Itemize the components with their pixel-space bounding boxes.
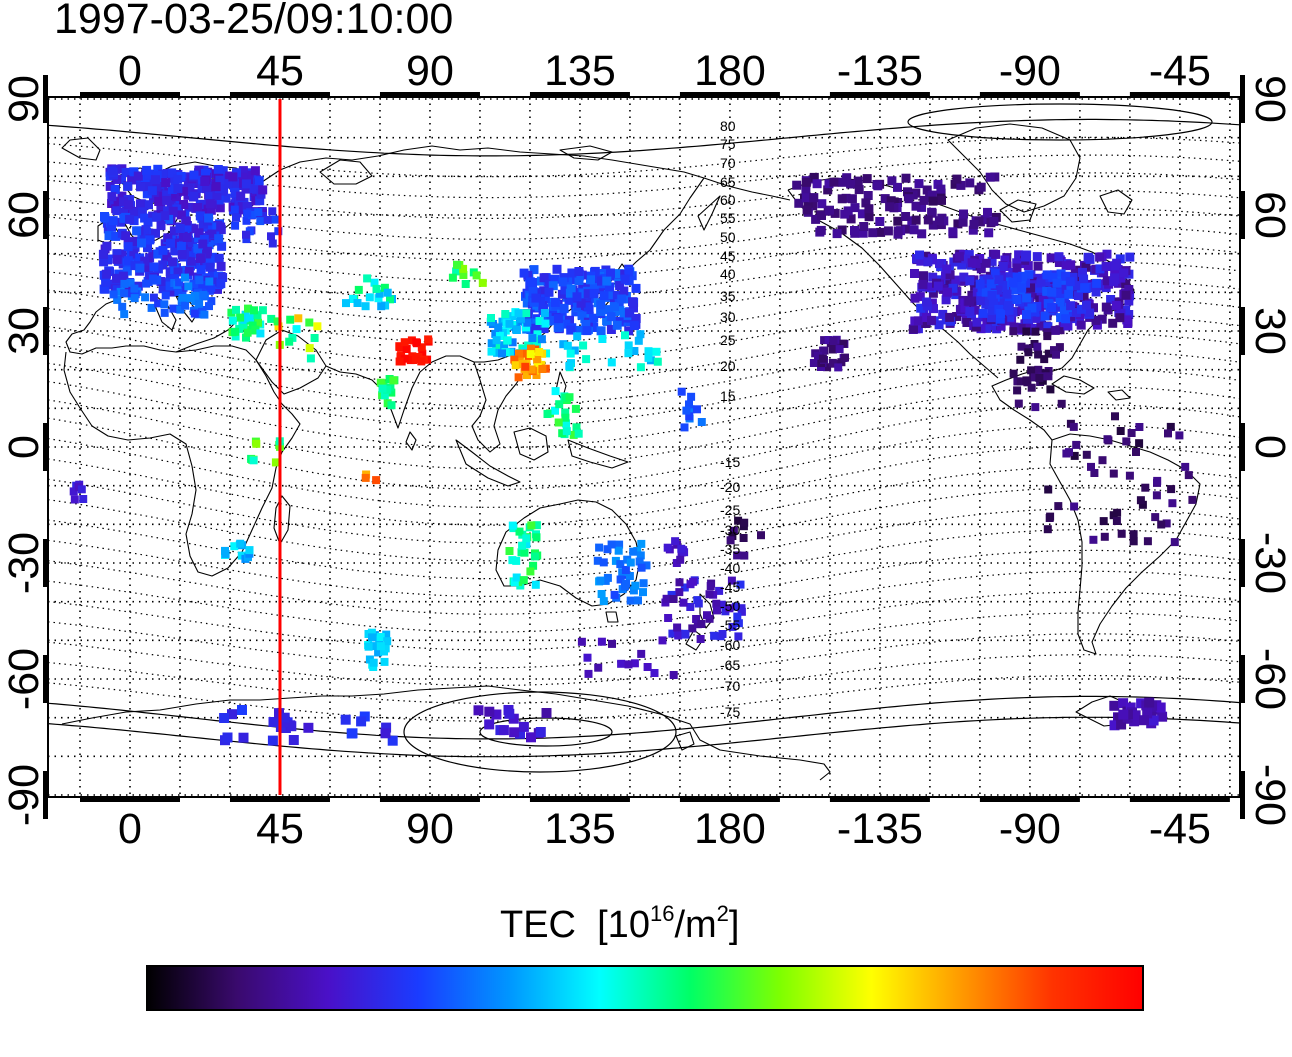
lon-tick-top: -90 bbox=[999, 47, 1061, 95]
maglat-label: 20 bbox=[720, 358, 736, 374]
maglat-label: -45 bbox=[720, 579, 740, 595]
maglat-label: 55 bbox=[720, 210, 736, 226]
maglat-label: -15 bbox=[720, 454, 740, 470]
lon-tick-top: 180 bbox=[694, 47, 766, 95]
maglat-label: 80 bbox=[720, 118, 736, 134]
lon-tick-top: 135 bbox=[544, 47, 616, 95]
axis-labels: 0 45 90 135 180 -135 -90 -450 45 90 135 180 -135 -90-… bbox=[0, 47, 1292, 853]
maglat-label: 40 bbox=[720, 266, 736, 282]
lon-tick-top: 0 bbox=[118, 47, 142, 95]
map-timestamp: 1997-03-25/09:10:00 bbox=[54, 0, 454, 43]
maglat-label: 30 bbox=[720, 309, 736, 325]
lat-tick-left: 60 bbox=[0, 191, 48, 239]
lat-tick-left: 0 bbox=[0, 435, 48, 459]
maglat-label: 75 bbox=[720, 136, 736, 152]
lat-tick-right: 90 bbox=[1246, 75, 1292, 123]
maglat-label: -30 bbox=[720, 522, 740, 538]
magnetic-latitude-labels: 80 75 70 65 60 55 50 45 40 35 30 25 20 15 -15 -20 -25 -30… bbox=[720, 118, 740, 720]
maglat-label: 45 bbox=[720, 248, 736, 264]
colorbar-title: TEC [1016/m2] bbox=[500, 903, 740, 946]
maglat-label: -20 bbox=[720, 479, 740, 495]
maglat-label: 60 bbox=[720, 192, 736, 208]
maglat-label: -35 bbox=[720, 541, 740, 557]
maglat-label: 65 bbox=[720, 174, 736, 190]
colorbar-unit-mid: /m bbox=[674, 904, 717, 946]
lon-tick-bottom: 45 bbox=[256, 805, 304, 853]
lat-tick-left: 90 bbox=[0, 75, 48, 123]
colorbar-label: TEC bbox=[500, 904, 576, 946]
colorbar-unit-close: ] bbox=[728, 904, 740, 946]
maglat-label: -25 bbox=[720, 502, 740, 518]
lat-tick-left: -90 bbox=[0, 764, 48, 826]
lat-tick-right: -30 bbox=[1246, 532, 1292, 594]
tec-observations bbox=[69, 164, 1197, 746]
maglat-label: 35 bbox=[720, 288, 736, 304]
maglat-label: 50 bbox=[720, 229, 736, 245]
lon-tick-bottom: 0 bbox=[118, 805, 142, 853]
maglat-label: -50 bbox=[720, 598, 740, 614]
lon-tick-top: 90 bbox=[406, 47, 454, 95]
lat-tick-right: -90 bbox=[1246, 764, 1292, 826]
maglat-label: -55 bbox=[720, 617, 740, 633]
maglat-label: -65 bbox=[720, 657, 740, 673]
maglat-label: -40 bbox=[720, 560, 740, 576]
lat-tick-left: 30 bbox=[0, 307, 48, 355]
lon-tick-bottom: 135 bbox=[544, 805, 616, 853]
colorbar-unit-open: [10 bbox=[597, 904, 650, 946]
lat-tick-right: 60 bbox=[1246, 191, 1292, 239]
maglat-label: -70 bbox=[720, 678, 740, 694]
lat-tick-right: 0 bbox=[1246, 435, 1292, 459]
colorbar-unit-exponent-2: 2 bbox=[716, 901, 729, 926]
lat-tick-left: -30 bbox=[0, 532, 48, 594]
lon-tick-bottom: -135 bbox=[837, 805, 923, 853]
lon-tick-top: -135 bbox=[837, 47, 923, 95]
colorbar-unit-exponent: 16 bbox=[649, 901, 675, 926]
lon-tick-bottom: -90 bbox=[999, 805, 1061, 853]
maglat-label: -60 bbox=[720, 637, 740, 653]
lat-tick-right: 30 bbox=[1246, 307, 1292, 355]
lon-tick-bottom: 180 bbox=[694, 805, 766, 853]
lat-tick-left: -60 bbox=[0, 648, 48, 710]
lon-tick-top: 45 bbox=[256, 47, 304, 95]
lat-tick-right: -60 bbox=[1246, 648, 1292, 710]
lon-tick-top: -45 bbox=[1149, 47, 1211, 95]
maglat-label: -75 bbox=[720, 704, 740, 720]
colorbar bbox=[146, 965, 1144, 1011]
maglat-label: 70 bbox=[720, 155, 736, 171]
maglat-label: 25 bbox=[720, 332, 736, 348]
lon-tick-bottom: -45 bbox=[1149, 805, 1211, 853]
maglat-label: 15 bbox=[720, 388, 736, 404]
frame-ticks bbox=[43, 75, 1245, 819]
lon-tick-bottom: 90 bbox=[406, 805, 454, 853]
